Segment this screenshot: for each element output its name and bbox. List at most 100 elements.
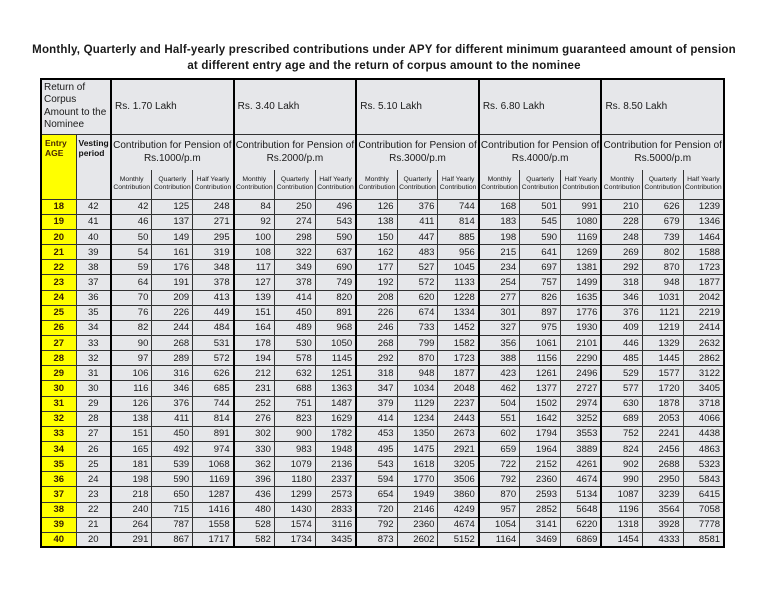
contribution-value-cell: 302 <box>232 425 275 442</box>
contribution-value-cell: 1261 <box>519 365 562 382</box>
contribution-value-cell: 1299 <box>273 486 316 503</box>
contribution-value-cell: 1228 <box>437 289 480 306</box>
contribution-value-cell: 8581 <box>682 531 725 548</box>
contribution-value-cell: 414 <box>273 289 316 306</box>
vesting-period-cell: 20 <box>75 531 112 548</box>
contribution-value-cell: 1068 <box>192 456 235 473</box>
contribution-value-cell: 900 <box>273 425 316 442</box>
contribution-value-cell: 178 <box>232 334 275 352</box>
contribution-value-cell: 5152 <box>437 531 480 548</box>
contribution-value-cell: 218 <box>110 486 153 503</box>
contribution-value-cell: 885 <box>437 228 480 246</box>
pension-group-header-cell: Contribution for Pension of Rs.4000/p.m <box>477 133 602 171</box>
contribution-value-cell: 210 <box>600 198 643 215</box>
page-title-line2: at different entry age and the return of… <box>187 60 581 73</box>
contribution-value-cell: 1034 <box>396 380 439 397</box>
contribution-value-cell: 276 <box>232 410 275 427</box>
table-row: 33 27 151 450 891 302 900 1782 453 1350 2673 602 179… <box>40 425 725 442</box>
contribution-value-cell: 527 <box>396 259 439 276</box>
contribution-value-cell: 1948 <box>314 440 357 458</box>
contribution-value-cell: 1251 <box>314 365 357 382</box>
contribution-value-cell: 349 <box>273 259 316 276</box>
contribution-value-cell: 3506 <box>437 471 480 488</box>
entry-age-cell: 18 <box>40 198 77 215</box>
contribution-value-cell: 744 <box>192 395 235 412</box>
contribution-value-cell: 590 <box>314 228 357 246</box>
contribution-value-cell: 501 <box>519 198 562 215</box>
table-row: 27 33 90 268 531 178 530 1050 268 799 1582 356 1061 2… <box>40 334 725 352</box>
entry-age-cell: 31 <box>40 395 77 412</box>
contribution-value-cell: 1770 <box>396 471 439 488</box>
half-yearly-contribution-header: Half Yearly Contribution <box>314 170 357 200</box>
entry-age-cell: 35 <box>40 456 77 473</box>
contribution-value-cell: 602 <box>477 425 521 442</box>
contribution-value-cell: 319 <box>192 244 235 261</box>
contribution-value-cell: 824 <box>600 440 643 458</box>
contribution-value-cell: 1635 <box>560 289 602 306</box>
contribution-value-cell: 298 <box>273 228 316 246</box>
contribution-value-cell: 1878 <box>641 395 684 412</box>
entry-age-cell: 28 <box>40 350 77 367</box>
contribution-value-cell: 76 <box>110 304 153 321</box>
contribution-value-cell: 1464 <box>682 228 725 246</box>
table-row: 35 25 181 539 1068 362 1079 2136 543 1618 3205 722 2… <box>40 456 725 473</box>
contribution-value-cell: 632 <box>273 365 316 382</box>
contribution-value-cell: 689 <box>600 410 643 427</box>
contribution-value-cell: 2496 <box>560 365 602 382</box>
table-row: 34 26 165 492 974 330 983 1948 495 1475 2921 659 196… <box>40 440 725 458</box>
contribution-value-cell: 2852 <box>519 501 562 518</box>
contribution-value-cell: 327 <box>477 319 521 336</box>
corpus-amount-cell: Rs. 6.80 Lakh <box>477 78 602 135</box>
contribution-value-cell: 792 <box>355 516 398 533</box>
contribution-value-cell: 2048 <box>437 380 480 397</box>
contribution-value-cell: 414 <box>355 410 398 427</box>
contribution-value-cell: 4249 <box>437 501 480 518</box>
vesting-period-cell: 42 <box>75 198 112 215</box>
contribution-value-cell: 108 <box>232 244 275 261</box>
contribution-value-cell: 902 <box>600 456 643 473</box>
contribution-value-cell: 198 <box>477 228 521 246</box>
contribution-value-cell: 318 <box>355 365 398 382</box>
table-row: 39 21 264 787 1558 528 1574 3116 792 2360 4674 1054… <box>40 516 725 533</box>
contribution-value-cell: 271 <box>192 213 235 230</box>
contribution-value-cell: 6220 <box>560 516 602 533</box>
contribution-value-cell: 198 <box>110 471 153 488</box>
contribution-value-cell: 208 <box>355 289 398 306</box>
contribution-value-cell: 295 <box>192 228 235 246</box>
contribution-value-cell: 722 <box>477 456 521 473</box>
contribution-value-cell: 1734 <box>273 531 316 548</box>
contribution-value-cell: 1031 <box>641 289 684 306</box>
contribution-value-cell: 212 <box>232 365 275 382</box>
contribution-value-cell: 495 <box>355 440 398 458</box>
contribution-value-cell: 138 <box>355 213 398 230</box>
contribution-value-cell: 650 <box>151 486 194 503</box>
contribution-value-cell: 2974 <box>560 395 602 412</box>
contribution-value-cell: 799 <box>396 334 439 352</box>
contribution-value-cell: 983 <box>273 440 316 458</box>
table-row: 28 32 97 289 572 194 578 1145 292 870 1723 388 1156 2… <box>40 350 725 367</box>
contribution-value-cell: 137 <box>151 213 194 230</box>
half-yearly-contribution-header: Half Yearly Contribution <box>682 170 725 200</box>
contribution-value-cell: 274 <box>273 213 316 230</box>
contribution-value-cell: 1381 <box>560 259 602 276</box>
contribution-value-cell: 1445 <box>641 350 684 367</box>
contribution-value-cell: 3928 <box>641 516 684 533</box>
entry-age-cell: 26 <box>40 319 77 336</box>
entry-age-cell: 32 <box>40 410 77 427</box>
vesting-period-cell: 22 <box>75 501 112 518</box>
contribution-value-cell: 820 <box>314 289 357 306</box>
contribution-value-cell: 446 <box>600 334 643 352</box>
pension-group-header-cell: Contribution for Pension of Rs.5000/p.m <box>600 133 725 171</box>
contribution-value-cell: 254 <box>477 274 521 291</box>
contribution-value-cell: 1377 <box>519 380 562 397</box>
contribution-value-cell: 974 <box>192 440 235 458</box>
contribution-value-cell: 3860 <box>437 486 480 503</box>
contribution-value-cell: 483 <box>396 244 439 261</box>
contribution-value-cell: 957 <box>477 501 521 518</box>
contribution-value-cell: 1050 <box>314 334 357 352</box>
contribution-value-cell: 3141 <box>519 516 562 533</box>
contribution-value-cell: 1239 <box>682 198 725 215</box>
contribution-value-cell: 1196 <box>600 501 643 518</box>
contribution-value-cell: 2673 <box>437 425 480 442</box>
contribution-value-cell: 641 <box>519 244 562 261</box>
